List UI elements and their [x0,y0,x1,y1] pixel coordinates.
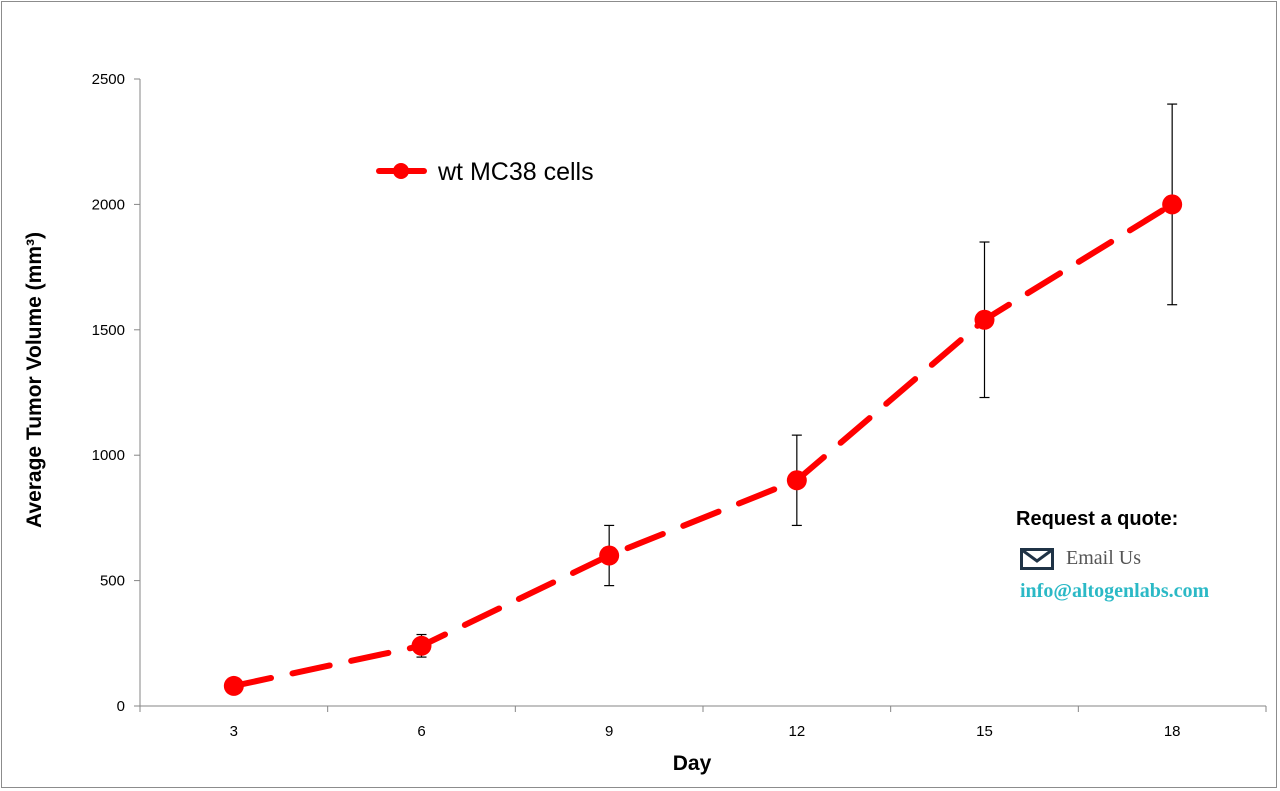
data-point [1162,194,1183,215]
email-us-link[interactable]: Email Us [1020,547,1266,570]
legend-marker [393,163,409,179]
x-tick-label: 6 [417,723,425,740]
request-quote-panel: Request a quote: Email Us info@altogenla… [1016,508,1266,603]
x-tick-label: 3 [230,723,238,740]
axes: 0 500 1000 1500 2000 2500 3 6 9 12 15 18 [92,71,1267,740]
data-point [974,309,995,330]
y-tick-label: 500 [100,573,125,590]
request-quote-title: Request a quote: [1016,508,1179,530]
legend: wt MC38 cells [376,158,594,186]
x-tick-label: 12 [788,723,805,740]
y-tick-label: 2500 [92,71,125,88]
series-layer [223,194,1183,696]
x-tick-label: 18 [1164,723,1181,740]
data-point [223,675,244,696]
envelope-icon [1020,547,1054,570]
legend-label: wt MC38 cells [437,158,594,186]
email-us-label: Email Us [1066,547,1141,569]
data-point [599,545,620,566]
series-line [230,201,1176,689]
y-tick-label: 1500 [92,322,125,339]
y-tick-label: 0 [117,698,125,715]
x-tick-label: 15 [976,723,993,740]
email-address-link[interactable]: info@altogenlabs.com [1020,580,1210,602]
x-axis-title: Day [673,752,712,775]
y-tick-label: 1000 [92,447,125,464]
x-tick-label: 9 [605,723,613,740]
data-point [786,470,807,491]
y-tick-label: 2000 [92,196,125,213]
data-point [411,635,432,656]
y-axis-title: Average Tumor Volume (mm³) [23,232,46,528]
